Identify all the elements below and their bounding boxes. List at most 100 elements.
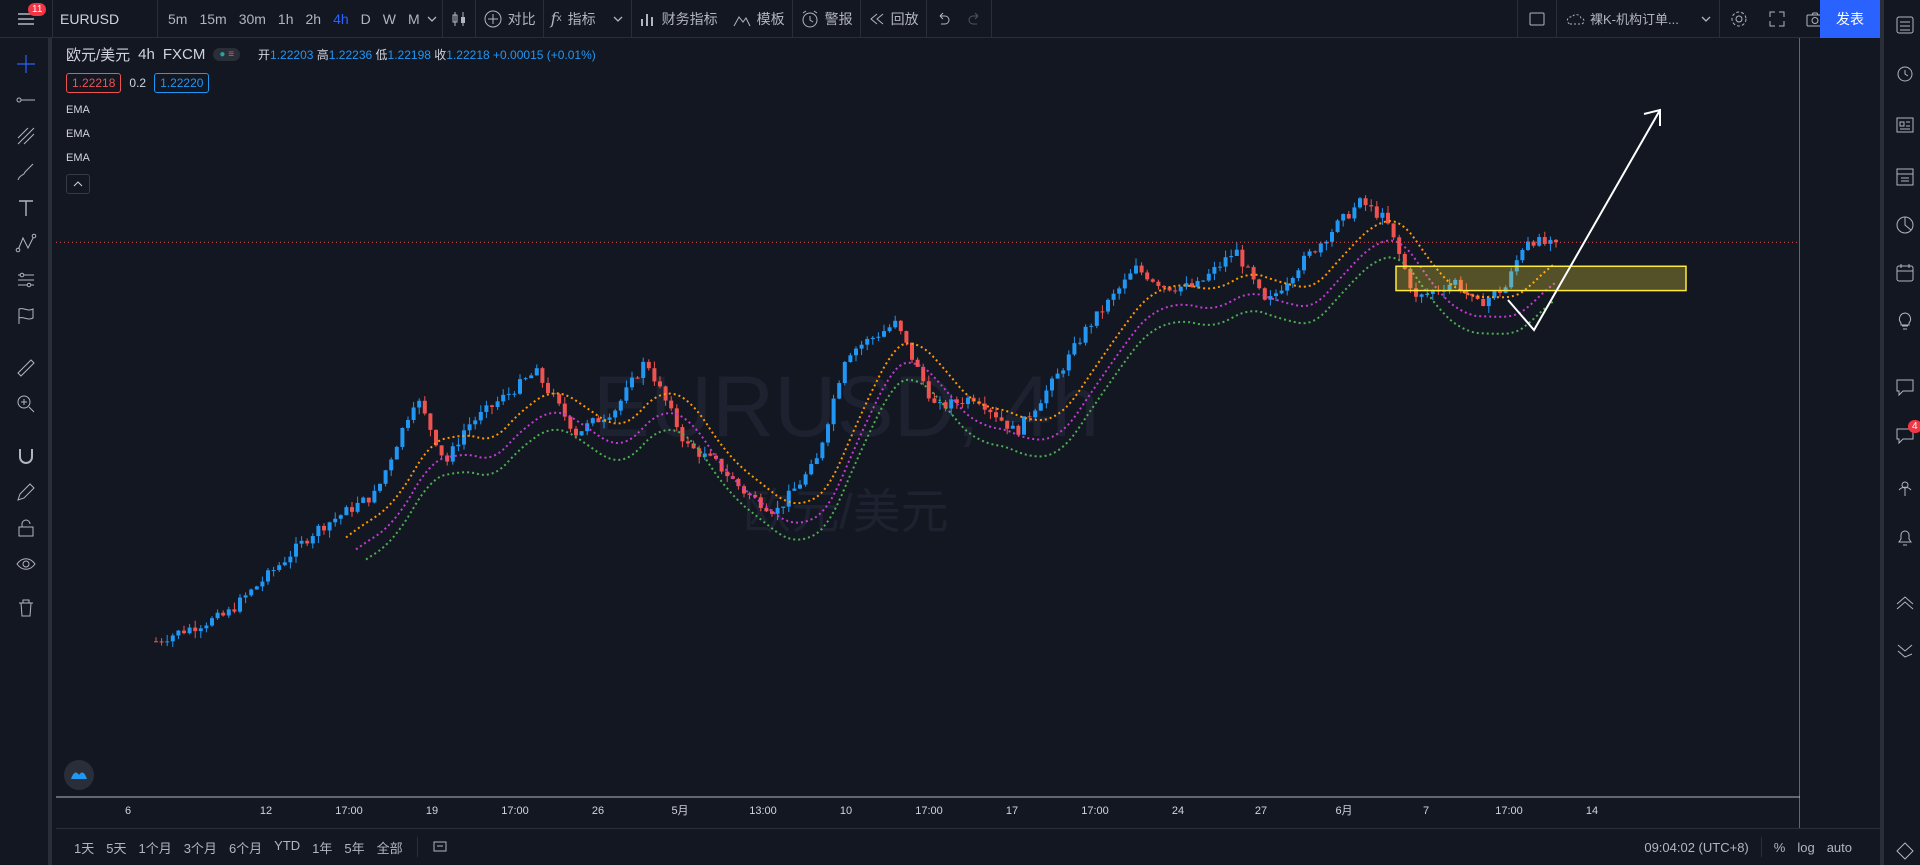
zoom-tool[interactable]	[12, 390, 40, 418]
hotlist-button[interactable]	[1890, 210, 1920, 240]
alerts-panel-button[interactable]	[1890, 58, 1920, 88]
fullscreen-button[interactable]	[1758, 0, 1796, 38]
news-button[interactable]	[1890, 110, 1920, 140]
ema-indicator-1[interactable]: EMA	[66, 104, 90, 116]
candle-body	[1402, 253, 1407, 269]
zoom-in-icon	[17, 395, 35, 413]
dom-button[interactable]	[1890, 586, 1920, 616]
time-axis[interactable]: 6 12 17:00 19 17:00 26 5月 13:00 10 17:00 17 17:00 24…	[56, 796, 1800, 817]
timeframe-30m[interactable]: 30m	[238, 10, 266, 27]
layout-selector[interactable]: 裸K-机构订单...	[1557, 0, 1719, 38]
help-button[interactable]	[1890, 836, 1920, 865]
collapse-legend-button[interactable]	[66, 174, 90, 194]
fullscreen-select-button[interactable]	[1518, 0, 1556, 38]
auto-scale-button[interactable]: auto	[1826, 839, 1852, 855]
lock-tool[interactable]	[12, 514, 40, 542]
main-menu-button[interactable]: 11	[0, 0, 52, 38]
candle-body	[523, 378, 528, 380]
remove-drawings-tool[interactable]	[12, 594, 40, 622]
templates-button[interactable]: 模板	[725, 0, 792, 38]
timeframe-2h[interactable]: 2h	[305, 10, 322, 27]
magnet-tool[interactable]	[12, 442, 40, 470]
compare-button[interactable]: 对比	[476, 0, 543, 38]
data-window-button[interactable]	[1890, 162, 1920, 192]
trading-panel-button[interactable]	[1890, 636, 1920, 666]
candle-body	[865, 338, 870, 345]
alarm-clock-icon	[802, 10, 818, 27]
range-ytd[interactable]: YTD	[274, 837, 301, 853]
chevron-down-icon[interactable]	[612, 13, 624, 25]
percent-scale-button[interactable]: %	[1773, 839, 1786, 855]
timeframe-4h[interactable]: 4h	[333, 10, 349, 27]
timeframe-5m[interactable]: 5m	[168, 10, 188, 27]
undo-button[interactable]	[927, 0, 959, 38]
ideas-button[interactable]	[1890, 306, 1920, 336]
redo-button[interactable]	[959, 0, 991, 38]
range-6m[interactable]: 6个月	[228, 840, 263, 856]
chart-pane[interactable]: EURUSD, 4h 欧元/美元 1.238001.236001.234001.…	[56, 38, 1800, 828]
range-3m[interactable]: 3个月	[183, 840, 217, 856]
replay-button[interactable]: 回放	[861, 0, 926, 38]
timeframe-m[interactable]: M	[408, 10, 420, 27]
candle-body	[1022, 416, 1026, 435]
candle-body	[546, 382, 550, 394]
pattern-tool[interactable]	[12, 230, 40, 258]
private-chats-button[interactable]: 4	[1890, 420, 1920, 450]
settings-button[interactable]	[1720, 0, 1758, 38]
candle-body	[243, 595, 248, 598]
buy-price[interactable]: 1.22220	[154, 73, 210, 93]
candle-body	[534, 368, 539, 376]
watchlist-button[interactable]	[1890, 10, 1920, 40]
candle-body	[350, 507, 354, 512]
chart-type-button[interactable]	[443, 0, 475, 38]
support-zone-rectangle	[1395, 265, 1687, 292]
logo-button[interactable]	[64, 760, 94, 790]
calendar-button[interactable]	[1890, 258, 1920, 288]
time-tick-label: 12	[260, 805, 272, 817]
notifications-button[interactable]	[1890, 522, 1920, 552]
candle-body	[658, 381, 662, 387]
fib-tool[interactable]	[12, 122, 40, 150]
magnet-icon	[19, 449, 33, 464]
market-status-toggle[interactable]: ● ≡	[213, 48, 241, 61]
crosshair-tool[interactable]	[12, 50, 40, 78]
financials-label: 财务指标	[661, 10, 718, 27]
symbol-search[interactable]: EURUSD	[60, 10, 120, 27]
ruler-tool[interactable]	[12, 354, 40, 382]
timeframe-w[interactable]: W	[382, 10, 396, 27]
range-1d[interactable]: 1天	[74, 840, 95, 856]
ema-indicator-3[interactable]: EMA	[66, 152, 90, 164]
chevron-down-icon[interactable]	[426, 13, 438, 25]
clock[interactable]: 09:04:02 (UTC+8)	[1644, 839, 1749, 855]
icon-tool[interactable]	[12, 302, 40, 330]
chevron-down-icon[interactable]	[1700, 13, 1712, 25]
trend-line-tool[interactable]	[12, 86, 40, 114]
goto-date-button[interactable]	[426, 838, 454, 857]
chats-button[interactable]	[1890, 372, 1920, 402]
range-all[interactable]: 全部	[376, 840, 403, 856]
text-tool[interactable]	[12, 194, 40, 222]
alert-button[interactable]: 警报	[793, 0, 860, 38]
range-5d[interactable]: 5天	[106, 840, 127, 856]
projection-tool[interactable]	[12, 266, 40, 294]
ema-indicator-2[interactable]: EMA	[66, 128, 90, 140]
timeframe-d[interactable]: D	[360, 10, 371, 27]
candle-body	[232, 609, 237, 612]
sell-price[interactable]: 1.22218	[66, 73, 122, 93]
timeframe-15m[interactable]: 15m	[199, 10, 227, 27]
log-scale-button[interactable]: log	[1797, 839, 1815, 855]
range-1m[interactable]: 1个月	[138, 840, 172, 856]
hide-drawings-tool[interactable]	[12, 550, 40, 578]
financials-button[interactable]: 财务指标	[632, 0, 725, 38]
streams-button[interactable]	[1890, 472, 1920, 502]
stay-drawing-tool[interactable]	[12, 478, 40, 506]
range-1y[interactable]: 1年	[312, 840, 333, 856]
range-5y[interactable]: 5年	[344, 840, 365, 856]
price-chart[interactable]: EURUSD, 4h 欧元/美元 1.238001.236001.234001.…	[56, 38, 1800, 828]
publish-button[interactable]: 发表	[1820, 0, 1880, 38]
brush-tool[interactable]	[12, 158, 40, 186]
candle-body	[299, 540, 304, 544]
drawings-layer[interactable]	[56, 108, 1800, 332]
timeframe-1h[interactable]: 1h	[277, 10, 294, 27]
